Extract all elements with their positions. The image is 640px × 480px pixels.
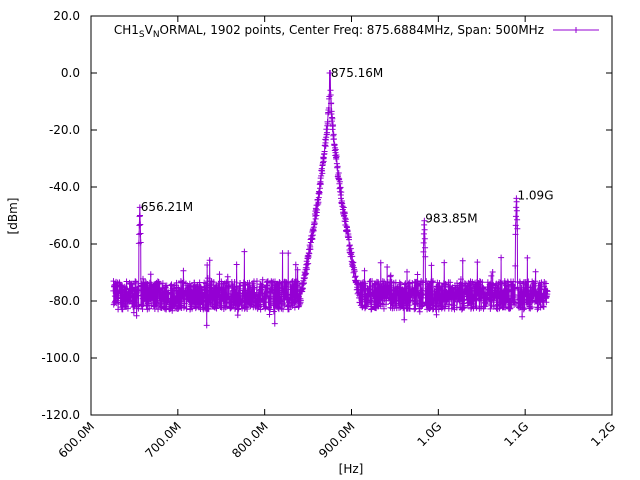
x-tick-label: 800.0M: [229, 419, 271, 461]
y-tick-label: -40.0: [49, 180, 80, 194]
y-tick-label: -60.0: [49, 237, 80, 251]
x-tick-label: 1.0G: [414, 419, 444, 449]
spectrum-trace: [110, 70, 551, 329]
peak-label: 983.85M: [425, 211, 477, 225]
peak-label: 1.09G: [517, 189, 553, 203]
y-tick-label: -20.0: [49, 123, 80, 137]
peak-label: 656.21M: [141, 200, 193, 214]
x-tick-label: 900.0M: [316, 419, 358, 461]
legend-point-marker: [573, 27, 579, 33]
legend-text: CH1SVNORMAL, 1902 points, Center Freq: 8…: [114, 23, 544, 40]
y-tick-label: -120.0: [41, 408, 80, 422]
x-tick-label: 600.0M: [56, 419, 98, 461]
y-axis: 20.0 0.0 -20.0 -40.0 -60.0 -80.0 -100.0 -120.0: [41, 9, 612, 422]
peak-annotations: 875.16M 656.21M 983.85M 1.09G: [141, 66, 554, 225]
y-tick-label: -80.0: [49, 294, 80, 308]
y-axis-label: [dBm]: [6, 198, 20, 235]
y-tick-label: 20.0: [53, 9, 80, 23]
peak-label: 875.16M: [331, 66, 383, 80]
x-tick-label: 700.0M: [142, 419, 184, 461]
y-tick-label: 0.0: [61, 66, 80, 80]
x-tick-label: 1.2G: [588, 419, 618, 449]
x-axis: 600.0M 700.0M 800.0M 900.0M 1.0G 1.1G 1.2G: [56, 16, 618, 461]
legend: CH1SVNORMAL, 1902 points, Center Freq: 8…: [114, 23, 599, 40]
x-axis-label: [Hz]: [339, 462, 364, 476]
series-point-markers: [110, 70, 551, 329]
x-tick-label: 1.1G: [501, 419, 531, 449]
y-tick-label: -100.0: [41, 351, 80, 365]
